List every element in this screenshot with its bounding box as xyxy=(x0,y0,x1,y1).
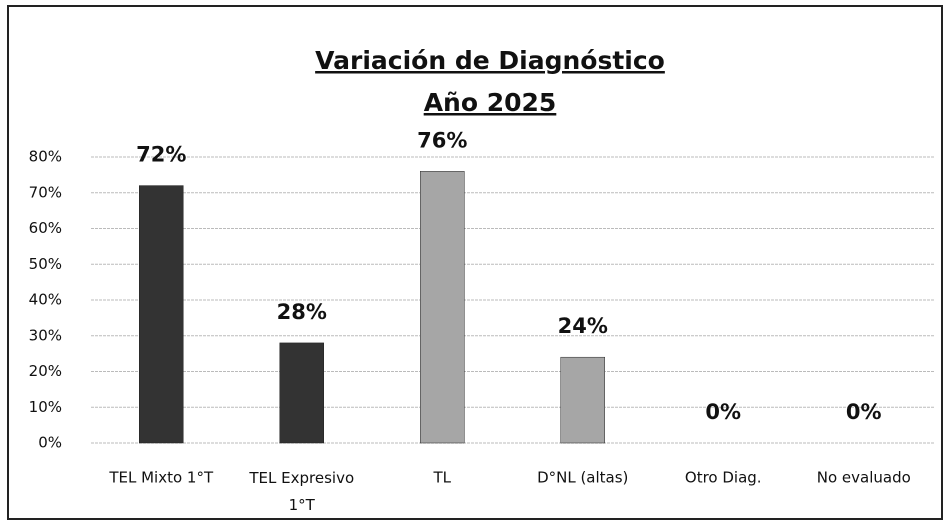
x-tick-label: Otro Diag. xyxy=(685,469,762,487)
value-label: 28% xyxy=(277,300,327,324)
chart-title: Variación de Diagnóstico xyxy=(315,46,665,75)
bar xyxy=(420,171,465,444)
chart-frame xyxy=(7,5,943,520)
bar xyxy=(560,356,605,444)
y-tick-label: 0% xyxy=(38,434,62,452)
value-label: 76% xyxy=(417,128,467,152)
chart-subtitle: Año 2025 xyxy=(424,88,557,117)
y-tick-label: 50% xyxy=(29,255,62,273)
x-tick-label: TL xyxy=(432,469,451,487)
y-tick-label: 30% xyxy=(29,326,62,344)
y-tick-label: 80% xyxy=(29,148,62,166)
value-label: 0% xyxy=(846,400,882,424)
y-tick-label: 20% xyxy=(29,362,62,380)
x-tick-label: D°NL (altas) xyxy=(537,469,628,487)
y-tick-label: 70% xyxy=(29,183,62,201)
y-tick-label: 10% xyxy=(29,398,62,416)
y-tick-label: 40% xyxy=(29,291,62,309)
x-tick-label: TEL Expresivo 1°T xyxy=(248,469,354,514)
x-tick-label-line: TEL Expresivo xyxy=(248,469,354,487)
x-tick-label-line: 1°T xyxy=(289,496,316,514)
value-label: 24% xyxy=(558,314,608,338)
x-tick-label: No evaluado xyxy=(817,469,911,487)
value-label: 72% xyxy=(136,143,186,167)
y-tick-label: 60% xyxy=(29,219,62,237)
bar xyxy=(279,342,324,444)
value-label: 0% xyxy=(705,400,741,424)
x-tick-label: TEL Mixto 1°T xyxy=(108,469,214,487)
bar xyxy=(139,185,184,444)
